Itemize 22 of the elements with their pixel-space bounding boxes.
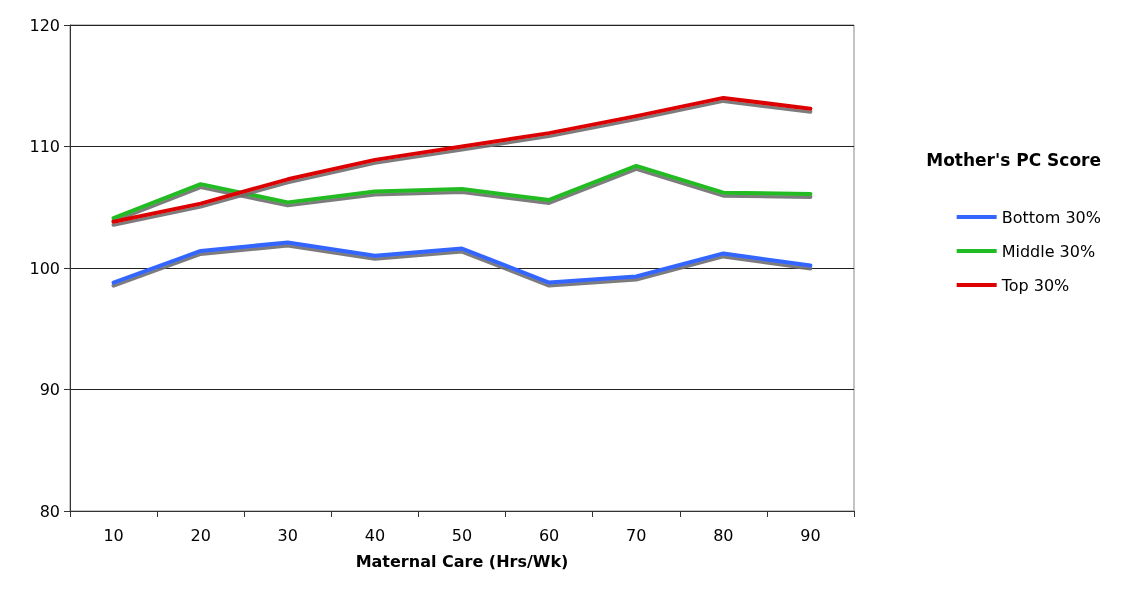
x-tick-label: 20 — [190, 525, 211, 545]
x-tick-label: 70 — [626, 525, 647, 545]
y-tick-label: 120 — [29, 15, 60, 35]
legend-label: Bottom 30% — [1001, 207, 1102, 227]
y-tick-label: 90 — [39, 380, 60, 399]
legend-label: Middle 30% — [1001, 241, 1096, 261]
y-tick-label: 110 — [29, 137, 60, 156]
line-series — [111, 240, 813, 285]
y-tick-label: 100 — [29, 258, 60, 278]
x-tick-label: 40 — [364, 525, 386, 545]
x-tick-label: 30 — [277, 525, 298, 545]
y-tick-label: 80 — [39, 501, 60, 521]
x-tick-label: 90 — [800, 525, 821, 545]
line-series — [111, 95, 813, 224]
x-tick-label: 50 — [451, 525, 473, 545]
x-tick-label: 60 — [538, 525, 560, 545]
legend-title: Mother's PC Score — [926, 149, 1101, 170]
line-series — [111, 163, 813, 221]
legend-label: Top 30% — [1000, 275, 1070, 295]
x-axis-title: Maternal Care (Hrs/Wk) — [355, 551, 569, 571]
x-tick-label: 80 — [713, 525, 734, 545]
x-tick-label: 10 — [103, 525, 124, 545]
